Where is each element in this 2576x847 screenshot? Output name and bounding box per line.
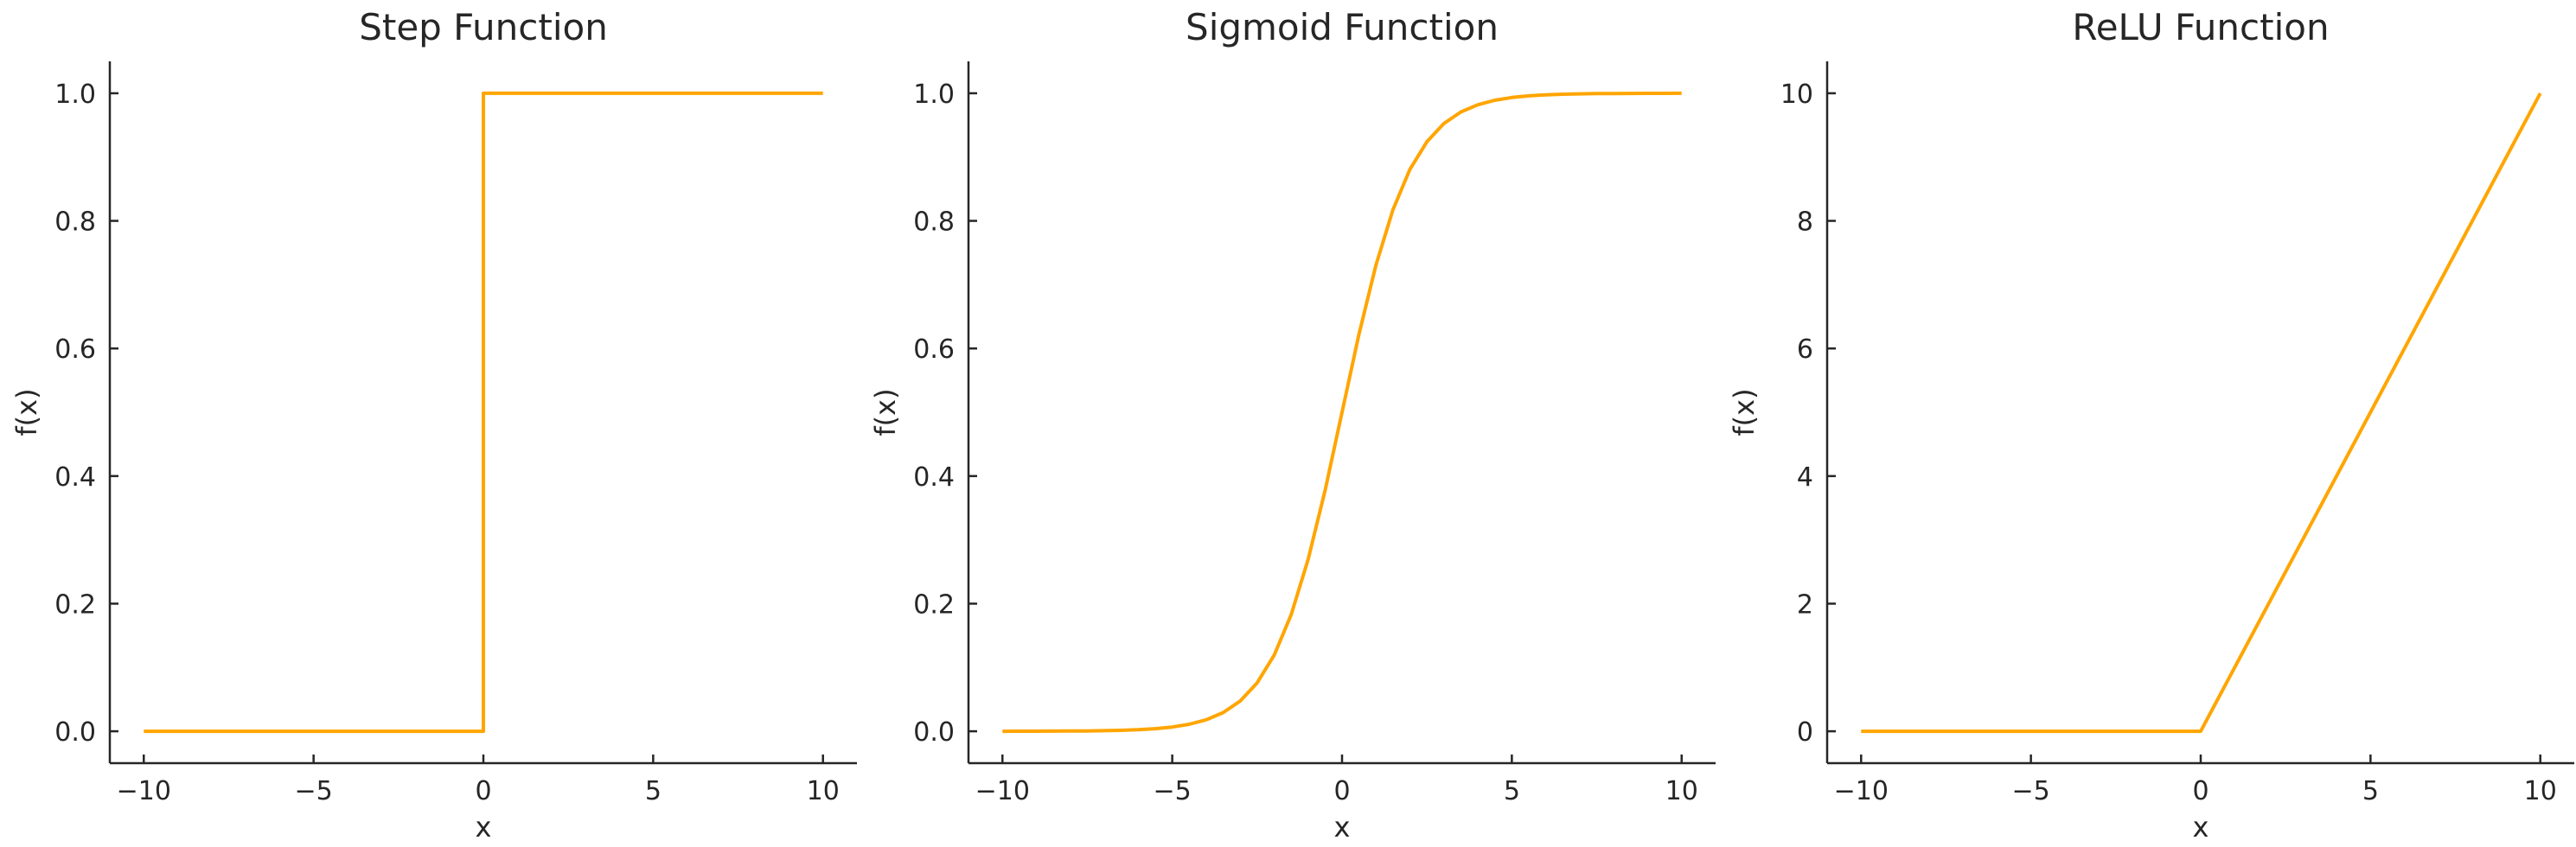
- chart-step-function: −10 −5 0 5 10 0.0 0.2 0.4 0.6 0.8 1.0 Step Function…: [0, 0, 859, 847]
- x-tick-label: 0: [1333, 776, 1350, 806]
- y-tick-label: 0.2: [913, 589, 955, 620]
- x-tick-label: −10: [117, 776, 171, 806]
- y-tick-label: 10: [1780, 80, 1813, 110]
- y-tick-label: 0: [1797, 717, 1813, 748]
- y-axis-label: f(x): [869, 388, 902, 436]
- x-tick-label: −5: [295, 776, 333, 806]
- chart-title: Step Function: [359, 6, 608, 48]
- y-tick-label: 0.6: [54, 334, 96, 365]
- y-tick-label: 0.0: [54, 717, 96, 748]
- y-tick-label: 0.6: [913, 334, 955, 365]
- y-axis-label: f(x): [10, 388, 43, 436]
- y-tick-label: 0.4: [913, 462, 955, 493]
- relu-function-plot: −10 −5 0 5 10 0 2 4 6 8 10 ReLU Function x f(x): [1717, 0, 2576, 847]
- x-tick-label: 10: [1665, 776, 1698, 806]
- y-tick-label: 0.4: [54, 462, 96, 493]
- x-tick-label: 10: [807, 776, 840, 806]
- y-tick-label: 0.8: [54, 207, 96, 238]
- y-tick-label: 2: [1797, 589, 1813, 620]
- y-tick-label: 4: [1797, 462, 1813, 493]
- x-tick-label: 5: [2362, 776, 2379, 806]
- function-curve: [1002, 91, 1682, 734]
- x-tick-label: −5: [1154, 776, 1192, 806]
- x-tick-label: 10: [2524, 776, 2557, 806]
- x-tick-label: −10: [975, 776, 1030, 806]
- x-axis-label: x: [2193, 811, 2209, 844]
- y-tick-label: 1.0: [54, 80, 96, 110]
- x-tick-label: −5: [2012, 776, 2050, 806]
- chart-title: ReLU Function: [2072, 6, 2329, 48]
- y-tick-label: 6: [1797, 334, 1813, 365]
- function-curve: [1861, 92, 2542, 734]
- sigmoid-function-plot: −10 −5 0 5 10 0.0 0.2 0.4 0.6 0.8 1.0 Sigmoid Funct…: [859, 0, 1717, 847]
- x-tick-label: 5: [1504, 776, 1520, 806]
- step-function-plot: −10 −5 0 5 10 0.0 0.2 0.4 0.6 0.8 1.0 Step Function…: [0, 0, 859, 847]
- function-curve: [144, 91, 823, 734]
- x-tick-label: 5: [645, 776, 662, 806]
- x-tick-label: 0: [2192, 776, 2208, 806]
- y-tick-label: 0.0: [913, 717, 955, 748]
- x-axis-label: x: [476, 811, 492, 844]
- chart-sigmoid-function: −10 −5 0 5 10 0.0 0.2 0.4 0.6 0.8 1.0 Sigmoid Funct…: [859, 0, 1717, 847]
- y-tick-label: 8: [1797, 207, 1813, 238]
- y-tick-label: 0.2: [54, 589, 96, 620]
- y-axis-label: f(x): [1728, 388, 1761, 436]
- chart-relu-function: −10 −5 0 5 10 0 2 4 6 8 10 ReLU Function x f(x): [1717, 0, 2576, 847]
- x-tick-label: 0: [475, 776, 491, 806]
- chart-title: Sigmoid Function: [1186, 6, 1499, 48]
- x-tick-label: −10: [1834, 776, 1889, 806]
- x-axis-label: x: [1334, 811, 1351, 844]
- y-tick-label: 1.0: [913, 80, 955, 110]
- y-tick-label: 0.8: [913, 207, 955, 238]
